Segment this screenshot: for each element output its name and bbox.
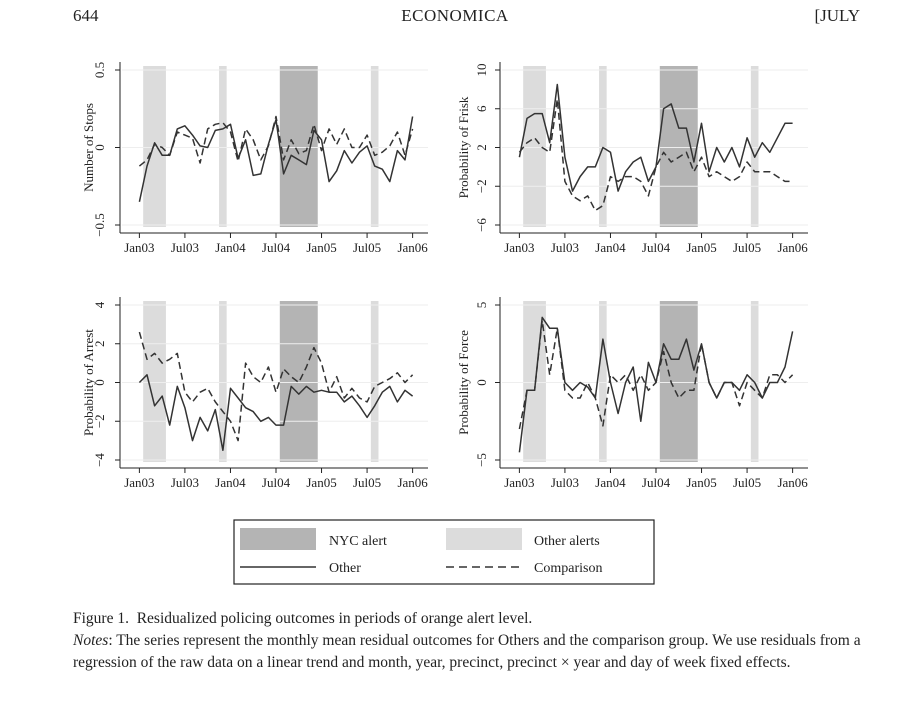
y-tick-label-force-0: −5: [474, 453, 489, 467]
legend-swatch-other-alerts: [446, 528, 522, 550]
series-other-arrest: [138, 374, 414, 452]
series-comparison-force: [518, 319, 794, 430]
series-comparison-arrest: [138, 331, 414, 442]
x-tick-label-force-2: Jan04: [595, 475, 626, 490]
other-alert-band-frisk-0: [523, 66, 546, 227]
x-tick-label-arrest-0: Jan03: [124, 475, 154, 490]
issue-label: [JULY: [814, 6, 860, 25]
legend: NYC alert Other alerts Other Comparison: [233, 519, 655, 585]
x-tick-label-force-5: Jul05: [733, 475, 761, 490]
x-tick-label-stops-3: Jul04: [262, 240, 291, 255]
x-tick-label-arrest-4: Jan05: [306, 475, 336, 490]
figure-title: Residualized policing outcomes in period…: [136, 610, 533, 627]
series-comparison-stops: [138, 115, 414, 167]
x-tick-label-arrest-2: Jan04: [215, 475, 246, 490]
y-axis-title-force: Probability of Force: [456, 330, 471, 435]
y-tick-label-frisk-4: 10: [474, 64, 489, 77]
other-alert-band-frisk-1: [599, 66, 607, 227]
journal-title: ECONOMICA: [401, 6, 509, 25]
legend-label-other-alerts: Other alerts: [534, 534, 600, 549]
other-alert-band-force-1: [599, 301, 607, 462]
x-tick-label-arrest-5: Jul05: [353, 475, 381, 490]
x-tick-label-arrest-3: Jul04: [262, 475, 291, 490]
y-tick-label-force-1: 0: [474, 379, 489, 386]
other-alert-band-frisk-2: [750, 66, 759, 227]
legend-swatch-nyc-alert: [240, 528, 316, 550]
x-tick-label-stops-0: Jan03: [124, 240, 154, 255]
y-tick-label-arrest-4: 4: [92, 301, 107, 308]
x-tick-label-arrest-1: Jul03: [171, 475, 199, 490]
x-tick-label-force-4: Jan05: [686, 475, 716, 490]
caption-notes: Notes: The series represent the monthly …: [73, 630, 868, 674]
x-tick-label-frisk-0: Jan03: [504, 240, 534, 255]
other-alert-band-arrest-1: [219, 301, 227, 462]
y-tick-label-arrest-2: 0: [92, 379, 107, 386]
legend-label-other: Other: [329, 561, 361, 576]
x-tick-label-arrest-6: Jan06: [397, 475, 428, 490]
y-tick-label-frisk-1: −2: [474, 179, 489, 193]
figure-caption: Figure 1. Residualized policing outcomes…: [73, 608, 868, 674]
y-tick-label-stops-2: 0.5: [92, 62, 107, 78]
x-tick-label-frisk-3: Jul04: [642, 240, 671, 255]
x-tick-label-frisk-4: Jan05: [686, 240, 716, 255]
y-tick-label-arrest-3: 2: [92, 341, 107, 348]
y-tick-label-force-2: 5: [474, 302, 489, 309]
nyc-alert-band-force-0: [659, 301, 698, 462]
y-tick-label-stops-1: 0: [92, 144, 107, 151]
x-tick-label-force-6: Jan06: [777, 475, 808, 490]
x-tick-label-stops-4: Jan05: [306, 240, 336, 255]
y-tick-label-frisk-2: 2: [474, 144, 489, 151]
panel-arrest: −4 −2 0 2 4 Probability of Arrest Jan03 Jul03 Ja…: [81, 297, 428, 490]
other-alert-band-arrest-0: [143, 301, 166, 462]
caption-title-line: Figure 1. Residualized policing outcomes…: [73, 608, 868, 630]
x-tick-label-frisk-5: Jul05: [733, 240, 761, 255]
panel-frisk: −6 −2 2 6 10 Probability of Frisk Jan03 Jul03 Ja…: [456, 62, 808, 255]
y-tick-label-frisk-3: 6: [474, 105, 489, 112]
page-number: 644: [73, 6, 99, 25]
x-tick-label-stops-1: Jul03: [171, 240, 199, 255]
figure-label: Figure 1.: [73, 610, 129, 627]
panels-group: −0.5 0 0.5 Number of Stops Jan03 Jul03 Jan04 Ju…: [81, 62, 808, 490]
nyc-alert-band-frisk-0: [659, 66, 698, 227]
y-tick-label-frisk-0: −6: [474, 218, 489, 232]
nyc-alert-band-stops-0: [279, 66, 318, 227]
panel-force: −5 0 5 Probability of Force Jan03 Jul03 Jan04 J…: [456, 297, 808, 490]
y-axis-title-stops: Number of Stops: [81, 103, 96, 192]
series-comparison-frisk: [518, 98, 793, 212]
x-tick-label-force-1: Jul03: [551, 475, 579, 490]
x-tick-label-frisk-1: Jul03: [551, 240, 579, 255]
x-tick-label-stops-2: Jan04: [215, 240, 246, 255]
x-tick-label-stops-6: Jan06: [397, 240, 428, 255]
x-tick-label-force-3: Jul04: [642, 475, 671, 490]
other-alert-band-stops-2: [370, 66, 379, 227]
other-alert-band-stops-0: [143, 66, 166, 227]
y-axis-title-frisk: Probability of Frisk: [456, 96, 471, 198]
x-tick-label-force-0: Jan03: [504, 475, 534, 490]
notes-text: : The series represent the monthly mean …: [73, 632, 861, 671]
notes-label: Notes: [73, 632, 109, 649]
other-alert-band-stops-1: [219, 66, 227, 227]
legend-label-comparison: Comparison: [534, 561, 602, 576]
x-tick-label-frisk-2: Jan04: [595, 240, 626, 255]
y-tick-label-arrest-0: −4: [92, 453, 107, 467]
y-tick-label-arrest-1: −2: [92, 414, 107, 428]
y-axis-title-arrest: Probability of Arrest: [81, 329, 96, 436]
x-tick-label-stops-5: Jul05: [353, 240, 381, 255]
other-alert-band-arrest-2: [370, 301, 379, 462]
x-tick-label-frisk-6: Jan06: [777, 240, 808, 255]
y-tick-label-stops-0: −0.5: [92, 213, 107, 237]
legend-label-nyc-alert: NYC alert: [329, 534, 387, 549]
nyc-alert-band-arrest-0: [279, 301, 318, 462]
panel-stops: −0.5 0 0.5 Number of Stops Jan03 Jul03 Jan04 Ju…: [81, 62, 428, 255]
figure-panels: −0.5 0 0.5 Number of Stops Jan03 Jul03 Jan04 Ju…: [81, 62, 808, 585]
series-other-frisk: [518, 83, 793, 192]
